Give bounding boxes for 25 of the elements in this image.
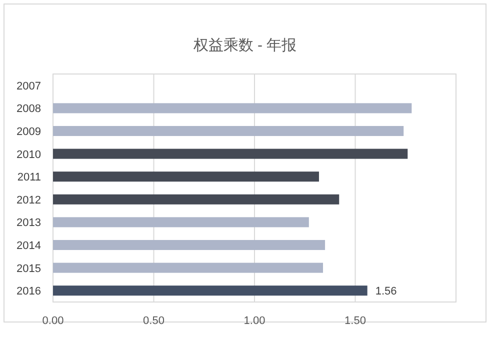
bar [53, 172, 319, 182]
y-tick-label: 2009 [16, 126, 41, 138]
bar [53, 286, 368, 296]
y-tick-label: 2012 [16, 194, 41, 206]
y-tick-label: 2013 [16, 217, 41, 230]
x-tick-label: 1.50 [344, 315, 366, 327]
bar [53, 217, 309, 228]
y-tick-label: 2014 [16, 240, 41, 252]
bar [53, 262, 324, 273]
y-tick-label: 2011 [17, 172, 41, 184]
bar [53, 194, 340, 204]
y-tick-label: 2016 [16, 286, 41, 298]
x-tick-label: 0.00 [42, 315, 64, 327]
x-tick-label: 1.00 [244, 315, 266, 327]
bar [53, 126, 404, 136]
y-tick-label: 2015 [16, 262, 41, 275]
bar [53, 148, 408, 159]
bar [53, 240, 326, 250]
chart-title: 权益乘数 - 年报 [192, 37, 297, 54]
y-tick-label: 2008 [16, 103, 41, 116]
x-tick-label: 0.50 [143, 315, 164, 327]
data-label: 1.56 [375, 286, 397, 298]
bar [53, 103, 412, 114]
y-tick-label: 2007 [16, 80, 41, 92]
y-tick-label: 2010 [16, 148, 41, 161]
